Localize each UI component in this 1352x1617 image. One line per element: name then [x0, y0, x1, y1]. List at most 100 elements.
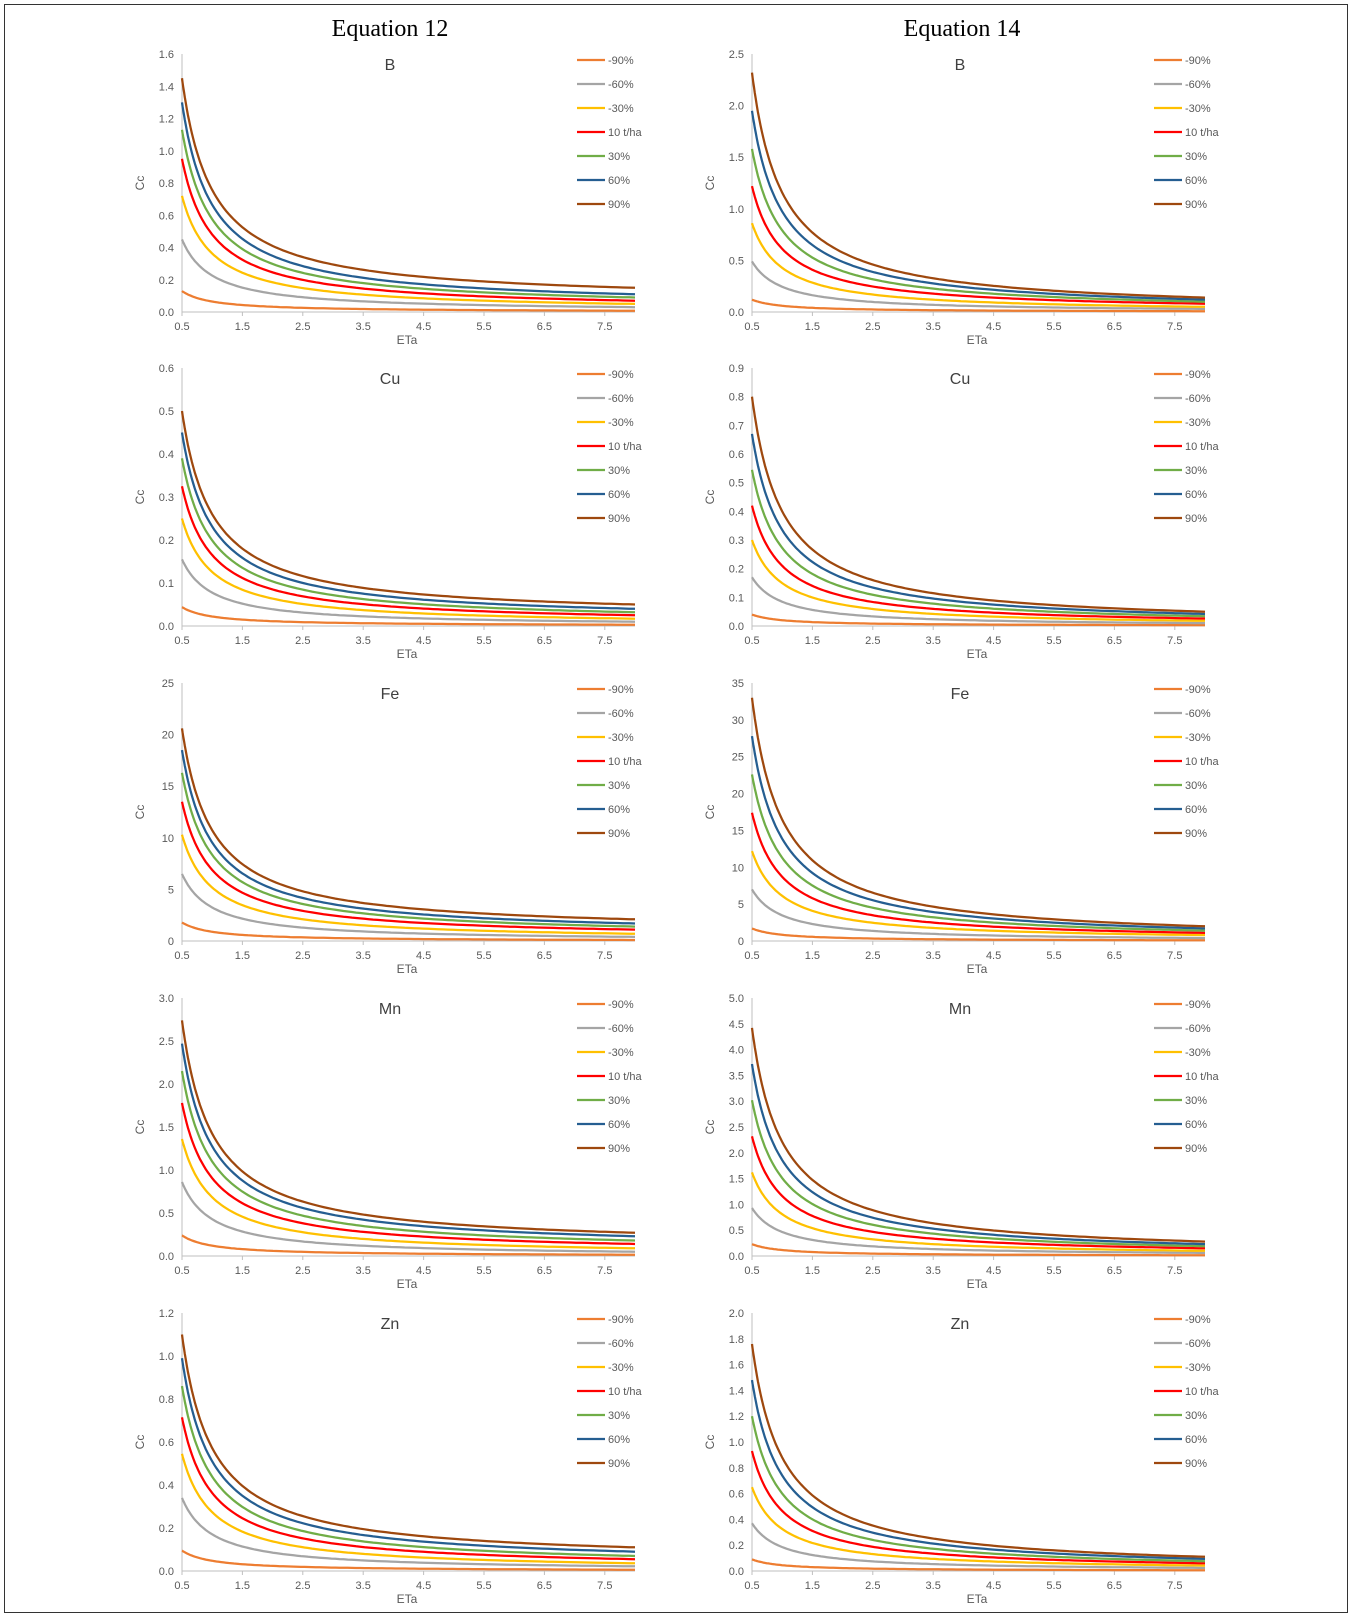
legend-label-90: -90% — [608, 1314, 634, 1326]
x-tick-label: 0.5 — [744, 1265, 759, 1277]
legend-label-60: -60% — [608, 1338, 634, 1350]
legend-label-60: -60% — [608, 393, 634, 405]
y-tick-label: 5 — [738, 899, 744, 911]
series-line-30 — [180, 129, 636, 299]
x-tick-label: 0.5 — [174, 950, 189, 962]
series-line-30 — [180, 1385, 636, 1558]
series-line-90 — [180, 78, 636, 289]
x-tick-label: 0.5 — [174, 635, 189, 647]
x-tick-label: 2.5 — [295, 1265, 310, 1277]
legend-label-30: -30% — [608, 103, 634, 115]
x-axis-label: ETa — [967, 333, 988, 347]
y-tick-label: 10 — [162, 833, 174, 845]
legend-label-30: 30% — [608, 151, 630, 163]
series-line-90 — [750, 1027, 1206, 1243]
x-tick-label: 7.5 — [1167, 950, 1182, 962]
y-tick-label: 0.9 — [729, 363, 744, 375]
x-tick-label: 2.5 — [295, 321, 310, 333]
x-axis-label: ETa — [967, 1277, 988, 1291]
x-tick-label: 4.5 — [416, 950, 431, 962]
y-tick-label: 0.4 — [159, 1480, 174, 1492]
legend-label-60: -60% — [608, 708, 634, 720]
y-tick-label: 2.0 — [729, 1308, 744, 1320]
x-tick-label: 0.5 — [744, 635, 759, 647]
x-tick-label: 3.5 — [926, 321, 941, 333]
series-line-60 — [180, 1043, 636, 1238]
legend-label-10-t-ha: 10 t/ha — [1185, 1386, 1220, 1398]
series-line-30 — [750, 774, 1206, 932]
legend-label-90: -90% — [608, 55, 634, 67]
series-line-30 — [750, 1172, 1205, 1252]
chart-title: B — [385, 57, 396, 74]
legend-label-30: -30% — [1185, 103, 1211, 115]
legend-label-30: 30% — [1185, 151, 1207, 163]
legend-label-90: 90% — [1185, 1143, 1207, 1155]
y-axis-label: Cc — [133, 1435, 147, 1450]
x-axis-label: ETa — [397, 333, 418, 347]
y-tick-label: 10 — [732, 862, 744, 874]
legend-label-90: -90% — [1185, 55, 1211, 67]
y-tick-label: 0.0 — [729, 621, 744, 633]
y-tick-label: 0.6 — [159, 210, 174, 222]
series-line-60 — [180, 432, 636, 610]
y-tick-label: 4.0 — [729, 1045, 744, 1057]
legend-label-30: 30% — [608, 465, 630, 477]
legend-label-60: 60% — [608, 804, 630, 816]
y-tick-label: 0.5 — [729, 1225, 744, 1237]
series-line-90 — [181, 1234, 635, 1256]
y-tick-label: 1.0 — [729, 204, 744, 216]
x-tick-label: 6.5 — [537, 1580, 552, 1592]
x-tick-label: 1.5 — [235, 1580, 250, 1592]
y-tick-label: 0.3 — [729, 535, 744, 547]
x-tick-label: 7.5 — [597, 1580, 612, 1592]
series-line-10-t-ha — [750, 1450, 1206, 1565]
series-line-30 — [750, 222, 1205, 308]
legend: -90% -60% -30% 10 t/ha 30% 60% 90% — [577, 999, 643, 1155]
y-tick-label: 20 — [162, 730, 174, 742]
x-tick-label: 4.5 — [986, 635, 1001, 647]
legend-label-90: 90% — [1185, 828, 1207, 840]
x-tick-label: 3.5 — [356, 321, 371, 333]
y-tick-label: 30 — [732, 715, 744, 727]
x-tick-label: 3.5 — [926, 1580, 941, 1592]
series-line-30 — [750, 148, 1206, 303]
y-tick-label: 0.5 — [729, 478, 744, 490]
y-tick-label: 0 — [738, 936, 744, 948]
series-line-60 — [750, 735, 1206, 930]
x-tick-label: 7.5 — [597, 1265, 612, 1277]
x-tick-label: 2.5 — [865, 1265, 880, 1277]
chart-title: Cu — [380, 371, 400, 388]
y-tick-label: 0.5 — [159, 406, 174, 418]
column-title-equation-14: Equation 14 — [903, 16, 1021, 42]
chart-title: Cu — [950, 371, 970, 388]
x-axis-label: ETa — [967, 1592, 988, 1606]
y-tick-label: 0.0 — [159, 307, 174, 319]
legend-label-90: 90% — [1185, 513, 1207, 525]
y-tick-label: 0.2 — [729, 1540, 744, 1552]
x-tick-label: 6.5 — [1107, 321, 1122, 333]
y-tick-label: 0.2 — [159, 535, 174, 547]
series-line-60 — [750, 110, 1206, 301]
series-line-60 — [180, 1358, 636, 1553]
legend: -90% -60% -30% 10 t/ha 30% 60% 90% — [1154, 684, 1220, 840]
chart-mn-eq12: 0.00.51.01.52.02.53.00.5 1.5 2.5 3.5 4.5 5.5 6… — [133, 993, 643, 1291]
y-tick-label: 1.4 — [729, 1385, 744, 1397]
series-line-90 — [751, 613, 1205, 627]
y-tick-label: 15 — [162, 781, 174, 793]
series-line-60 — [180, 749, 636, 925]
legend-label-30: 30% — [1185, 780, 1207, 792]
x-tick-label: 4.5 — [986, 1265, 1001, 1277]
series-line-90 — [181, 921, 635, 942]
y-tick-label: 2.5 — [729, 49, 744, 61]
series-line-60 — [751, 576, 1205, 625]
y-tick-label: 0.6 — [159, 1437, 174, 1449]
legend-label-60: -60% — [1185, 708, 1211, 720]
chart-cu-eq12: 0.0 0.1 0.2 0.3 0.4 0.5 0.6 0.5 1.5 2.5 3.5 4.5 5.5 6… — [133, 363, 643, 661]
x-tick-label: 2.5 — [865, 321, 880, 333]
series-line-10-t-ha — [180, 486, 636, 617]
x-tick-label: 7.5 — [1167, 1580, 1182, 1592]
x-tick-label: 2.5 — [865, 1580, 880, 1592]
y-tick-label: 2.0 — [159, 1079, 174, 1091]
y-tick-label: 0.5 — [729, 255, 744, 267]
chart-fe-eq14: 0 5 10 15 20 25 30 35 0.5 1.5 2.5 3.5 4.5 5.5 6.5 7.5 ET… — [703, 678, 1220, 976]
